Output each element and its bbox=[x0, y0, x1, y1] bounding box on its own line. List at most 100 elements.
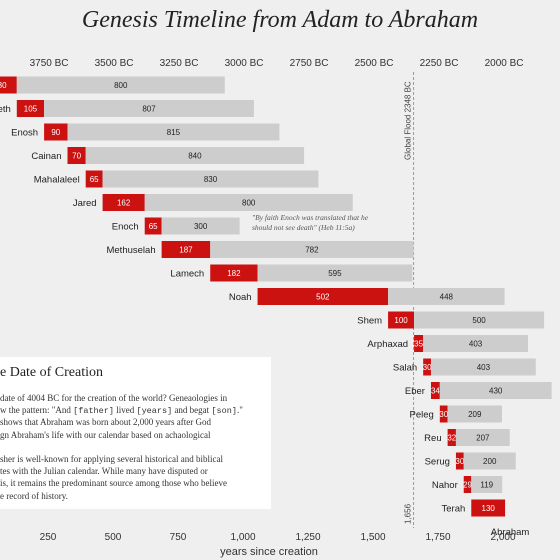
bar-after-son bbox=[161, 217, 240, 235]
x-axis-label: years since creation bbox=[220, 546, 318, 558]
person-name-label: Abraham bbox=[491, 527, 530, 538]
person-name-label: Lamech bbox=[170, 269, 204, 280]
bar-after-son-label: 782 bbox=[305, 246, 319, 255]
person-name-label: Cainan bbox=[31, 151, 61, 162]
bar-after-son-label: 207 bbox=[476, 434, 490, 443]
bar-after-son-label: 403 bbox=[469, 340, 483, 349]
bar-after-son bbox=[423, 335, 528, 352]
bar-before-son bbox=[430, 382, 440, 399]
bar-before-son bbox=[44, 123, 68, 141]
bar-after-son-label: 800 bbox=[242, 199, 256, 208]
enoch-annotation-line: should not see death" (Heb 11:5a) bbox=[252, 223, 355, 232]
bar-after-son bbox=[85, 147, 305, 164]
bar-before-son bbox=[161, 241, 211, 258]
bar-after-son bbox=[102, 170, 319, 188]
enoch-annotation-line: "By faith Enoch was translated that he bbox=[252, 213, 369, 222]
bottom-axis-tick-label: 1,250 bbox=[295, 532, 320, 543]
bar-before-son-label: 30 bbox=[455, 457, 464, 466]
bar-after-son-label: 209 bbox=[468, 410, 482, 419]
bar-before-son bbox=[423, 358, 431, 376]
bar-after-son-label: 815 bbox=[167, 128, 181, 137]
bottom-axis-tick-label: 1,000 bbox=[230, 532, 255, 543]
info-text-line: shows that Abraham was born about 2,000 … bbox=[0, 417, 211, 428]
bar-before-son bbox=[210, 264, 258, 282]
info-text-line: gn Abraham's life with our calendar base… bbox=[0, 429, 211, 440]
bar-after-son bbox=[144, 194, 353, 211]
person-name-label: Arphaxad bbox=[367, 339, 408, 350]
bar-before-son-label: 130 bbox=[482, 504, 496, 513]
bar-before-son bbox=[414, 335, 424, 352]
top-axis-tick-label: 3750 BC bbox=[30, 58, 69, 69]
flood-label: Global Flood 2348 BC bbox=[404, 81, 413, 160]
bar-before-son bbox=[102, 194, 145, 211]
bar-after-son bbox=[439, 382, 552, 399]
bar-after-son-label: 200 bbox=[483, 457, 497, 466]
bar-before-son-label: 90 bbox=[51, 128, 60, 137]
bar-before-son-label: 34 bbox=[431, 387, 440, 396]
bar-after-son bbox=[44, 100, 254, 117]
person-name-label: Enoch bbox=[112, 222, 139, 233]
bottom-axis-tick-label: 250 bbox=[40, 532, 57, 543]
person-name-label: Methuselah bbox=[106, 245, 155, 256]
bar-before-son bbox=[85, 170, 103, 188]
bar-after-son bbox=[463, 452, 516, 470]
bar-before-son-label: 100 bbox=[394, 316, 408, 325]
info-text-line: e record of history. bbox=[0, 490, 68, 501]
bar-after-son-label: 500 bbox=[472, 316, 486, 325]
top-axis-tick-label: 2750 BC bbox=[290, 58, 329, 69]
bar-after-son bbox=[471, 476, 503, 493]
bar-before-son-label: 182 bbox=[227, 269, 241, 278]
person-name-label: Terah bbox=[442, 504, 466, 515]
bar-after-son bbox=[455, 429, 510, 446]
bar-before-son bbox=[388, 311, 415, 329]
bar-after-son-label: 840 bbox=[188, 152, 202, 161]
bar-before-son bbox=[439, 405, 448, 423]
bottom-axis-tick-label: 750 bbox=[170, 532, 187, 543]
info-text-line: date of 4004 BC for the creation of the … bbox=[0, 393, 228, 403]
top-axis-tick-label: 2250 BC bbox=[420, 58, 459, 69]
bar-after-son-label: 800 bbox=[114, 81, 128, 90]
bar-after-son-label: 119 bbox=[480, 481, 493, 490]
info-title: e Date of Creation bbox=[0, 365, 104, 380]
bar-before-son-label: 32 bbox=[447, 434, 456, 443]
info-text-line: w the pattern: "And [father] lived [year… bbox=[0, 405, 243, 417]
person-name-label: Seth bbox=[0, 104, 11, 115]
person-name-label: Reu bbox=[424, 433, 441, 444]
bar-before-son bbox=[257, 288, 389, 305]
bar-before-son-label: 130 bbox=[0, 81, 7, 90]
bar-before-son-label: 29 bbox=[463, 481, 472, 490]
bar-after-son-label: 807 bbox=[142, 105, 156, 114]
bar-before-son-label: 35 bbox=[414, 340, 423, 349]
person-name-label: Jared bbox=[73, 198, 97, 209]
bar-before-son-label: 105 bbox=[24, 105, 38, 114]
top-axis-tick-label: 3250 BC bbox=[160, 58, 199, 69]
bar-after-son bbox=[67, 123, 280, 141]
person-name-label: Eber bbox=[405, 386, 425, 397]
bar-before-son-label: 502 bbox=[316, 293, 330, 302]
bar-after-son-label: 448 bbox=[440, 293, 454, 302]
bar-after-son-label: 595 bbox=[328, 269, 342, 278]
bar-after-son-label: 300 bbox=[194, 222, 208, 231]
bar-before-son bbox=[463, 476, 472, 493]
person-name-label: Peleg bbox=[410, 410, 434, 421]
bar-before-son bbox=[0, 76, 17, 94]
person-name-label: Nahor bbox=[432, 480, 458, 491]
bottom-axis-tick-label: 1,750 bbox=[425, 532, 450, 543]
info-text-line: tes with the Julian calendar. While many… bbox=[0, 466, 208, 477]
person-name-label: Noah bbox=[229, 292, 252, 303]
person-name-label: Mahalaleel bbox=[34, 175, 80, 186]
bar-after-son bbox=[430, 358, 536, 376]
bar-before-son-label: 65 bbox=[90, 175, 99, 184]
bar-after-son bbox=[388, 288, 505, 305]
bottom-axis-tick-label: 500 bbox=[105, 532, 122, 543]
person-name-label: Serug bbox=[425, 457, 450, 468]
bar-before-son bbox=[16, 100, 45, 117]
top-axis-tick-label: 2000 BC bbox=[485, 58, 524, 69]
bar-before-son bbox=[447, 429, 456, 446]
bar-after-son bbox=[16, 76, 225, 94]
flood-year-label: 1,656 bbox=[404, 503, 413, 524]
bar-before-son-label: 162 bbox=[117, 199, 131, 208]
bar-before-son bbox=[455, 452, 464, 470]
